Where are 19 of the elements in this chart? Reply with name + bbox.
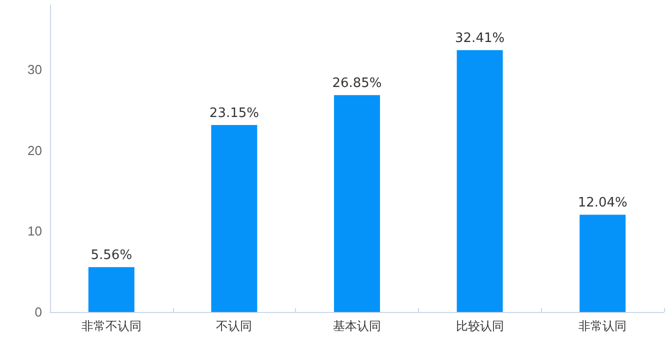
y-tick-label: 20 bbox=[28, 142, 42, 158]
x-tick-label: 比较认同 bbox=[456, 319, 504, 333]
y-tick-label: 0 bbox=[34, 304, 42, 320]
data-label: 5.56% bbox=[90, 248, 132, 264]
x-tick-label: 基本认同 bbox=[333, 319, 381, 333]
x-tick-label: 非常不认同 bbox=[81, 319, 142, 333]
data-label: 12.04% bbox=[578, 196, 628, 211]
y-tick-label: 30 bbox=[28, 62, 42, 78]
x-tick-label: 不认同 bbox=[216, 319, 252, 333]
bar bbox=[88, 267, 134, 312]
y-tick-label: 10 bbox=[28, 224, 42, 239]
data-label: 26.85% bbox=[332, 76, 382, 92]
data-label: 32.41% bbox=[455, 31, 505, 46]
bar bbox=[334, 95, 380, 312]
data-label: 23.15% bbox=[209, 106, 259, 121]
x-tick-label: 非常认同 bbox=[578, 319, 627, 333]
bar bbox=[456, 50, 503, 312]
bar bbox=[580, 214, 626, 312]
bar bbox=[211, 124, 258, 312]
